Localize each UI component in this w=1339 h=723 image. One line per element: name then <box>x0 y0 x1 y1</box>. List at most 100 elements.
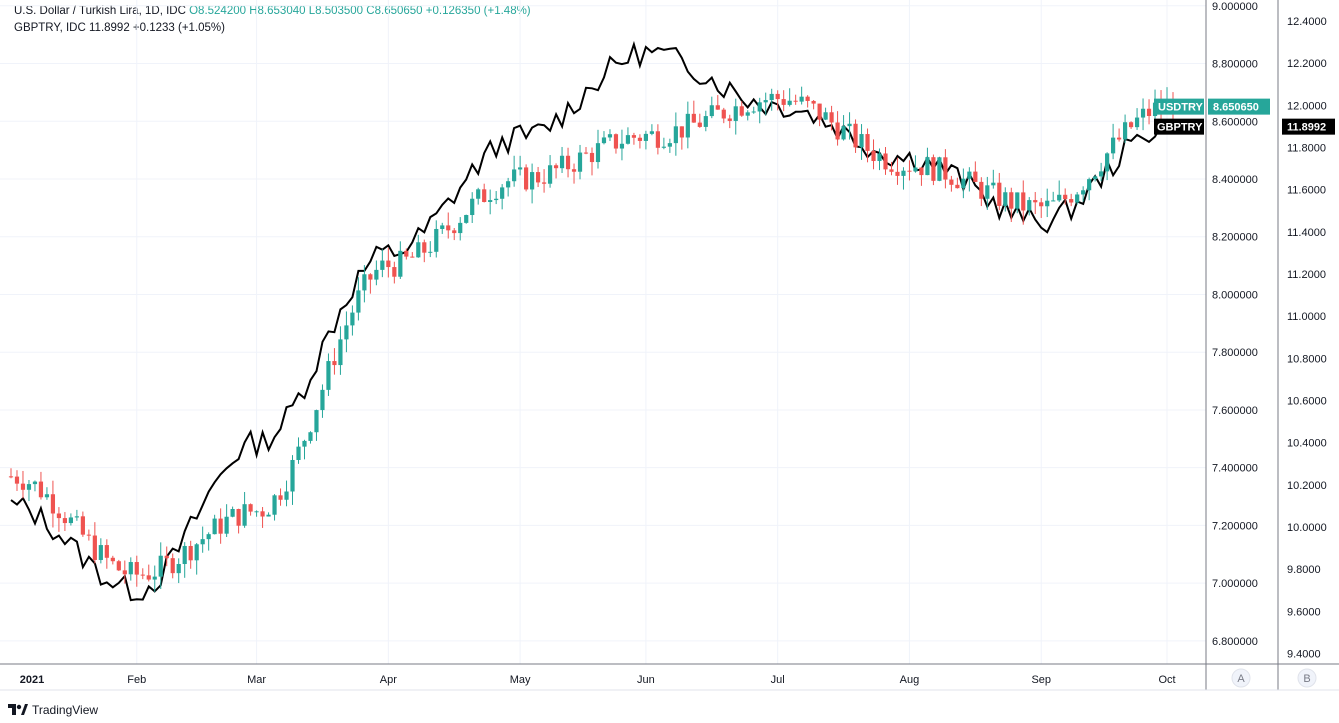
usdtry-axis-tick: 7.800000 <box>1212 347 1258 359</box>
candle-body <box>835 122 840 140</box>
candle-body <box>524 167 529 190</box>
time-axis-tick: Aug <box>900 674 920 686</box>
candle-body <box>218 518 223 534</box>
candle <box>1075 192 1080 205</box>
svg-text:B: B <box>1303 673 1310 685</box>
candle <box>811 99 816 110</box>
candle-body <box>1051 200 1056 202</box>
candle <box>20 470 26 499</box>
candle-body <box>488 200 493 202</box>
candle-body <box>577 152 583 172</box>
candle <box>799 86 804 105</box>
candle-body <box>242 504 247 526</box>
candle <box>386 247 391 278</box>
candle <box>464 214 469 224</box>
candle <box>224 504 229 538</box>
candle <box>56 507 62 532</box>
gbptry-line <box>10 40 1174 602</box>
candle-body <box>547 165 553 184</box>
candle <box>745 110 750 121</box>
candle-body <box>38 481 44 498</box>
candle-body <box>14 476 20 484</box>
candle <box>170 553 175 579</box>
candle-body <box>182 545 187 565</box>
candle-body <box>1039 202 1044 207</box>
candle <box>128 557 133 581</box>
scale-button-b[interactable]: B <box>1297 668 1317 688</box>
candle <box>559 146 565 174</box>
candle <box>158 542 163 590</box>
footer[interactable]: TradingView <box>8 703 98 717</box>
candle <box>8 468 14 479</box>
candle <box>470 192 475 224</box>
candle-body <box>541 182 547 184</box>
candle-body <box>1033 200 1038 203</box>
scale-button-a[interactable]: A <box>1231 668 1251 688</box>
candle-body <box>733 106 738 121</box>
candle <box>1081 186 1086 202</box>
candle-body <box>152 576 157 580</box>
candle <box>907 160 912 181</box>
candle <box>925 147 930 176</box>
candle-body <box>691 113 696 123</box>
candle-body <box>571 169 577 172</box>
candle <box>1093 175 1098 182</box>
candle-body <box>464 215 469 223</box>
candle <box>997 172 1002 211</box>
candle-body <box>380 260 385 270</box>
candle <box>416 234 421 258</box>
candle-body <box>1122 122 1128 140</box>
time-axis-tick: Oct <box>1158 674 1175 686</box>
time-axis-tick: Jun <box>637 674 655 686</box>
candle <box>1140 98 1146 131</box>
candle <box>194 542 199 575</box>
candle-body <box>86 534 91 536</box>
candle <box>721 107 726 124</box>
candle-body <box>913 167 918 172</box>
compare-title: GBPTRY, IDC <box>14 22 86 34</box>
compare-last: 11.8992 <box>89 22 130 34</box>
candle-body <box>763 100 768 103</box>
candle-body <box>919 167 924 176</box>
main-legend: U.S. Dollar / Turkish Lira, 1D, IDC O8.5… <box>14 5 531 17</box>
time-axis-tick: 2021 <box>20 674 44 686</box>
candle-body <box>631 135 637 138</box>
candle-body <box>320 389 325 411</box>
candle <box>589 147 595 176</box>
candle <box>649 124 654 136</box>
candle-body <box>248 504 253 512</box>
candle-body <box>254 511 259 513</box>
candle-body <box>1117 137 1122 140</box>
candle-body <box>973 171 978 182</box>
candle-body <box>703 116 708 127</box>
candle <box>691 100 696 123</box>
candle <box>290 455 295 505</box>
candle-body <box>314 410 319 433</box>
candle-body <box>883 153 888 170</box>
candle-body <box>224 516 229 534</box>
candle <box>380 249 385 278</box>
candle-body <box>1009 192 1014 209</box>
candle <box>667 138 672 153</box>
candle <box>1063 188 1068 205</box>
gbptry-axis-tick: 10.0000 <box>1287 522 1327 534</box>
candle <box>254 510 259 517</box>
candle-body <box>997 182 1002 206</box>
candle <box>1134 108 1140 130</box>
candle <box>637 134 643 149</box>
candle <box>685 101 690 149</box>
candle <box>260 507 265 528</box>
candle-body <box>92 535 97 560</box>
candle-body <box>422 242 427 253</box>
candle-body <box>344 325 349 340</box>
candle-body <box>194 544 199 561</box>
candle <box>913 155 918 173</box>
candle <box>763 92 768 116</box>
candle <box>458 217 463 241</box>
candle-body <box>715 105 720 110</box>
candle <box>80 511 85 537</box>
svg-text:A: A <box>1237 673 1245 685</box>
candle-body <box>62 518 67 524</box>
